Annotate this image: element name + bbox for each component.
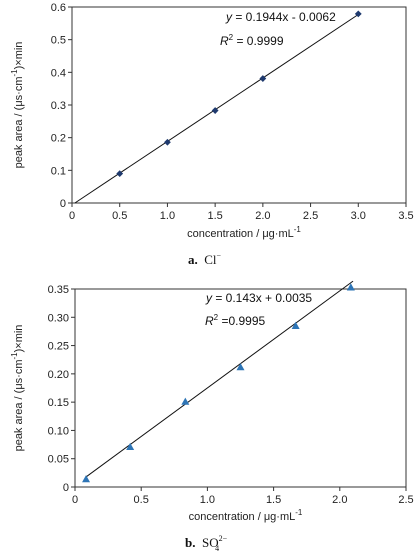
x-tick-label: 0 bbox=[69, 210, 75, 222]
plot-frame bbox=[74, 288, 407, 488]
regression-equation: y = 0.143x + 0.0035 bbox=[205, 291, 312, 305]
data-point bbox=[126, 442, 135, 451]
chart-panel-b: 0 0.5 1.0 1.5 2.0 2.5 0 0.05 0.10 0.15 0.20 0.25 0.3… bbox=[10, 280, 414, 553]
data-point bbox=[236, 363, 245, 371]
x-tick-label: 1.5 bbox=[266, 494, 281, 506]
x-tick-label: 3.5 bbox=[398, 210, 413, 222]
x-tick-label: 1.0 bbox=[200, 494, 215, 506]
y-tick-label: 0.1 bbox=[51, 165, 66, 177]
x-tick-label: 2.5 bbox=[398, 494, 413, 506]
data-point bbox=[259, 75, 267, 82]
data-point bbox=[82, 475, 91, 483]
x-tick-label: 2.0 bbox=[255, 210, 270, 222]
y-tick-label: 0.30 bbox=[48, 312, 69, 324]
panel-caption: a. Cl− bbox=[188, 251, 222, 267]
data-point bbox=[354, 10, 362, 18]
y-tick-label: 0.05 bbox=[48, 454, 69, 466]
x-tick-label: 2.5 bbox=[303, 210, 318, 222]
y-tick-label: 0.3 bbox=[51, 100, 66, 112]
x-tick-label: 1.0 bbox=[160, 210, 175, 222]
y-tick-label: 0.10 bbox=[48, 425, 69, 437]
data-point bbox=[211, 107, 219, 114]
y-tick-label: 0.25 bbox=[48, 341, 69, 353]
y-tick-label: 0.20 bbox=[48, 369, 69, 381]
x-tick-label: 3.0 bbox=[351, 210, 366, 222]
chart-panel-a: 0 0.5 1.0 1.5 2.0 2.5 3.0 3.5 0 0.1 0.2 0.3 0.4 0.5 0.… bbox=[10, 2, 414, 267]
x-tick-label: 0.5 bbox=[134, 494, 149, 506]
y-tick-label: 0 bbox=[60, 198, 66, 210]
y-tick-label: 0.35 bbox=[48, 284, 69, 296]
data-point bbox=[116, 170, 124, 177]
x-tick-label: 0.5 bbox=[112, 210, 127, 222]
x-tick-label: 1.5 bbox=[207, 210, 222, 222]
y-tick-label: 0.15 bbox=[48, 397, 69, 409]
r-squared: R2 =0.9995 bbox=[205, 313, 265, 328]
y-axis-label: peak area / (μs·cm-1)×min bbox=[10, 42, 25, 169]
fit-line bbox=[85, 280, 354, 478]
regression-equation: y = 0.1944x - 0.0062 bbox=[225, 10, 336, 24]
x-tick-label: 0 bbox=[72, 494, 78, 506]
y-tick-label: 0 bbox=[63, 482, 69, 494]
y-tick-label: 0.5 bbox=[51, 35, 66, 47]
data-point bbox=[346, 283, 355, 291]
data-point bbox=[291, 321, 300, 329]
y-tick-label: 0.4 bbox=[51, 67, 66, 79]
y-tick-label: 0.6 bbox=[51, 2, 66, 14]
y-axis-label: peak area / (μs·cm-1)×min bbox=[10, 325, 25, 452]
x-axis-label: concentration / μg·mL-1 bbox=[189, 508, 303, 523]
data-point bbox=[164, 138, 171, 146]
data-point bbox=[181, 397, 190, 405]
y-tick-label: 0.2 bbox=[51, 133, 66, 145]
r-squared: R2 = 0.9999 bbox=[220, 33, 284, 48]
x-axis-label: concentration / μg·mL-1 bbox=[187, 225, 301, 240]
x-tick-label: 2.0 bbox=[332, 494, 347, 506]
panel-caption: b. SO2− 4 bbox=[185, 534, 228, 553]
